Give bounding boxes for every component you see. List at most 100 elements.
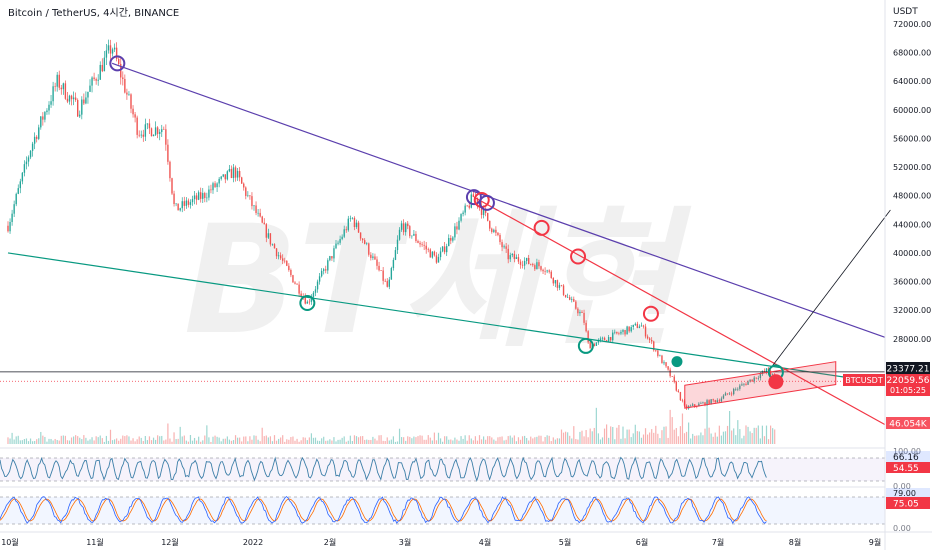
volume-bar: [659, 438, 661, 444]
volume-bar: [114, 439, 116, 444]
volume-bar: [452, 440, 454, 444]
candle-body: [265, 224, 267, 238]
volume-bar: [429, 437, 431, 444]
volume-bar: [741, 438, 743, 444]
candle-body: [70, 95, 73, 100]
candle-body: [628, 326, 630, 332]
volume-bar: [290, 437, 292, 444]
trendlines[interactable]: [0, 55, 891, 426]
volume-bar: [11, 432, 13, 444]
candle-body: [343, 229, 345, 237]
volume-bar: [571, 438, 573, 444]
watermark: BT세현: [184, 194, 693, 368]
volume-bar: [29, 438, 32, 444]
volume-bar: [294, 440, 296, 444]
candle-body: [597, 339, 600, 343]
candle-body: [36, 136, 38, 139]
volume-bar: [724, 431, 727, 444]
candle-body: [587, 331, 589, 343]
volume-bars: [7, 407, 776, 444]
candle-body: [388, 279, 390, 287]
volume-bar: [608, 437, 610, 444]
candles: [7, 39, 776, 411]
volume-bar: [218, 437, 220, 444]
candle-body: [612, 332, 614, 341]
volume-bar: [161, 435, 163, 444]
volume-bar: [446, 436, 448, 444]
volume-bar: [583, 436, 585, 444]
volume-bar: [460, 436, 462, 444]
candle-body: [148, 123, 151, 129]
candle-body: [458, 220, 460, 230]
candle-body: [364, 240, 366, 244]
volume-bar: [405, 440, 407, 444]
candle-body: [585, 322, 587, 332]
volume-bar: [273, 435, 276, 444]
candle-body: [573, 299, 575, 302]
candle-body: [413, 233, 415, 236]
rsi-bottom-label: 0.00: [893, 482, 911, 491]
volume-bar: [749, 431, 751, 444]
price-channel[interactable]: [684, 361, 837, 409]
candle-body: [220, 176, 222, 179]
volume-bar: [200, 441, 202, 444]
volume-bar: [657, 433, 659, 444]
candle-body: [56, 74, 58, 87]
candle-body: [171, 178, 173, 194]
projection-line[interactable]: [767, 209, 891, 372]
volume-bar: [304, 437, 306, 444]
volume-bar: [610, 426, 612, 444]
volume-bar: [696, 435, 698, 444]
candle-body: [503, 246, 505, 248]
candle-body: [661, 355, 663, 364]
volume-bar: [665, 426, 667, 444]
volume-bar: [267, 437, 269, 444]
trendline-2[interactable]: [7, 252, 886, 384]
candle-body: [757, 377, 759, 379]
volume-bar: [524, 435, 526, 444]
volume-bar: [175, 439, 177, 444]
candle-body: [140, 134, 142, 136]
candle-body: [228, 168, 231, 172]
volume-bar: [280, 437, 282, 444]
volume-bar: [565, 431, 567, 444]
volume-bar: [757, 425, 759, 444]
volume-bar: [702, 435, 704, 444]
trendline-1[interactable]: [111, 62, 886, 338]
candle-body: [224, 174, 226, 180]
volume-bar: [718, 425, 720, 444]
volume-bar: [118, 440, 120, 444]
volume-bar: [85, 437, 87, 444]
candle-body: [142, 134, 144, 137]
volume-bar: [337, 439, 339, 444]
candle-body: [304, 296, 306, 304]
volume-bar: [630, 437, 632, 444]
candle-body: [519, 261, 522, 265]
volume-bar: [550, 441, 552, 444]
candle-body: [398, 229, 401, 240]
candle-body: [548, 270, 550, 272]
volume-bar: [60, 435, 62, 444]
candle-body: [761, 370, 764, 374]
volume-bar: [222, 438, 224, 444]
volume-bar: [735, 435, 737, 444]
volume-bar: [32, 441, 34, 444]
volume-bar: [169, 438, 171, 444]
volume-bar: [464, 435, 466, 444]
volume-bar: [193, 437, 196, 444]
volume-bar: [638, 431, 640, 444]
volume-badge: 46.054K: [886, 417, 930, 430]
volume-bar: [755, 427, 757, 444]
volume-bar: [606, 424, 608, 444]
volume-bar: [150, 440, 153, 444]
candle-body: [15, 193, 17, 205]
volume-bar: [111, 440, 114, 444]
candle-body: [347, 218, 349, 231]
volume-bar: [163, 440, 165, 444]
price-tick-label: 52000.00: [893, 163, 931, 172]
candle-body: [9, 221, 11, 232]
candle-body: [159, 132, 161, 134]
volume-bar: [278, 438, 280, 444]
volume-bar: [146, 440, 148, 444]
